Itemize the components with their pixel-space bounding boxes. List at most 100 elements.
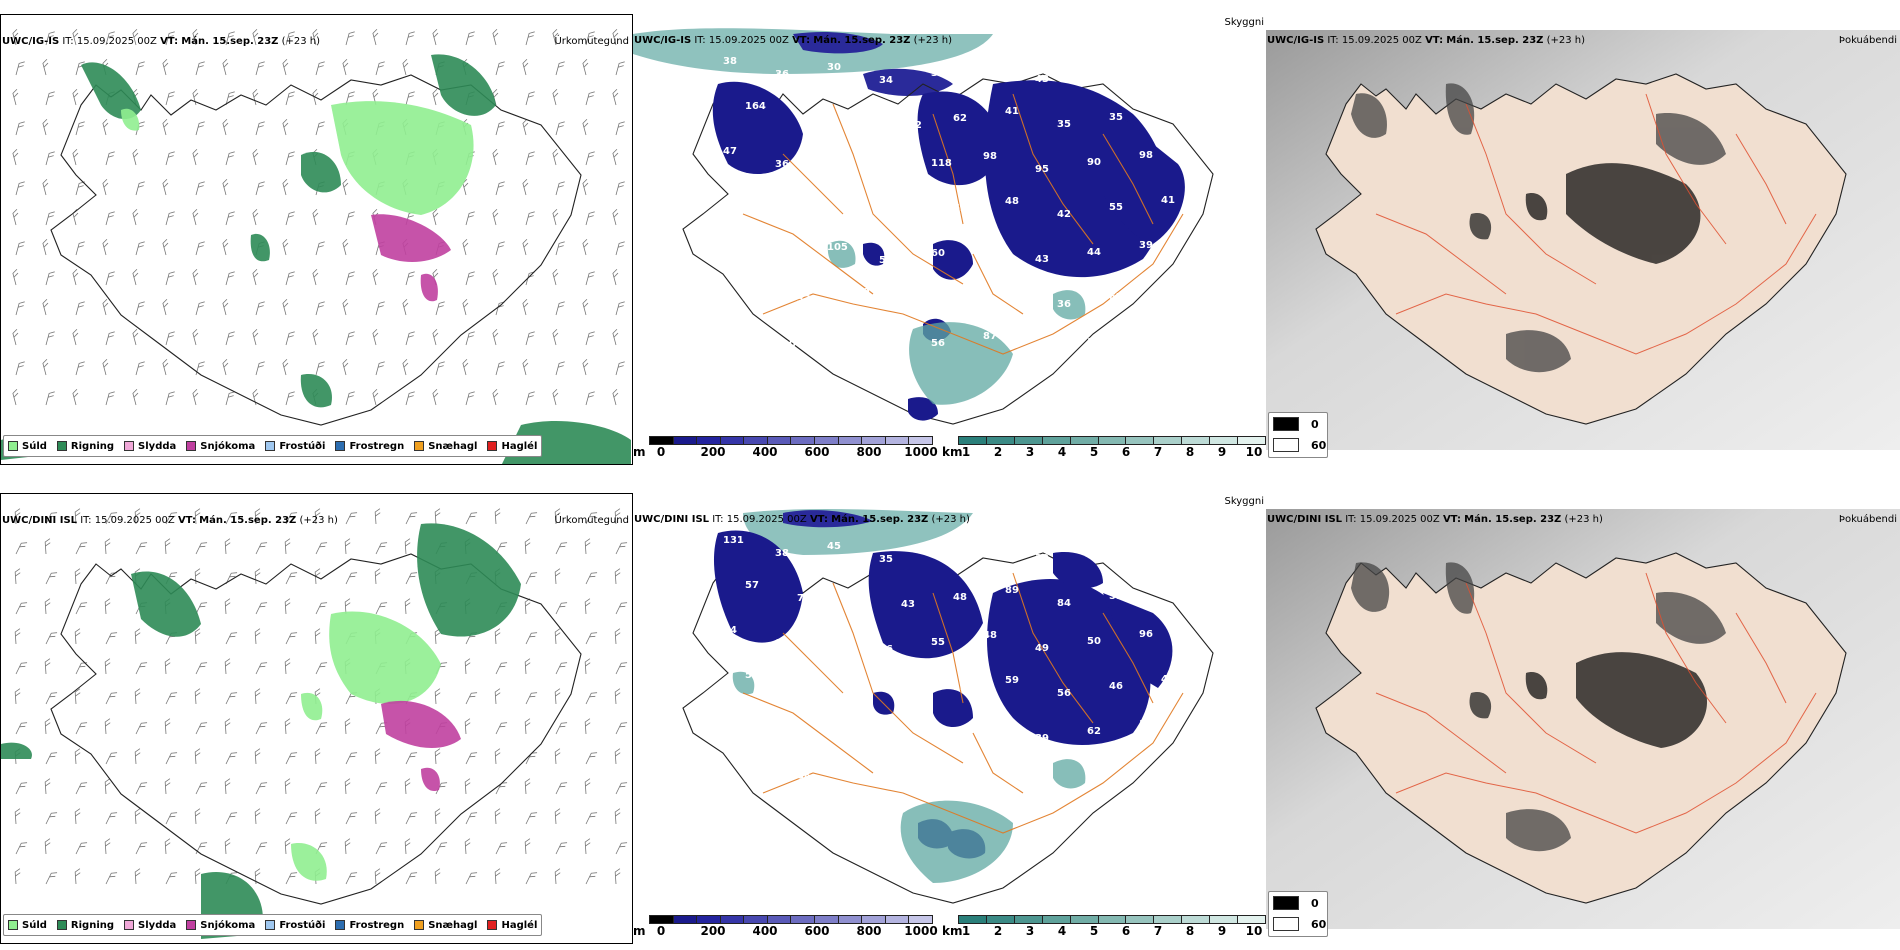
wind-barb: [555, 602, 568, 615]
fog-legend-top: 0 60: [1268, 412, 1328, 458]
cloud-base-label: 58: [745, 670, 759, 681]
header-top-precip: UWC/IG-IS IT: 15.09.2025 00Z VT: Mán. 15…: [2, 36, 321, 47]
wind-barb: [135, 241, 145, 256]
wind-barbs: [14, 508, 628, 885]
cloud-base-label: 55: [1109, 202, 1123, 213]
wind-barb: [15, 121, 25, 136]
wind-barb: [585, 512, 598, 525]
wind-barb: [164, 538, 171, 555]
wind-barb: [134, 868, 141, 885]
panel-title-fog: Þokuábendi: [1838, 514, 1897, 525]
colorbar-tick: 800: [856, 445, 882, 459]
wind-barb: [165, 271, 175, 286]
wind-barb: [194, 748, 201, 765]
wind-barb: [255, 361, 265, 376]
wind-barb: [405, 872, 418, 885]
wind-barb: [15, 782, 28, 795]
precip-area: [331, 101, 474, 215]
wind-barb: [432, 388, 439, 406]
wind-barb: [495, 542, 508, 555]
wind-barb: [225, 572, 238, 585]
wind-barb: [135, 662, 148, 675]
wind-barb: [14, 568, 21, 585]
colorbar-m-bottom: m 0 200 400 600 800 1000: [633, 915, 938, 941]
wind-barb: [284, 838, 291, 855]
wind-barb: [584, 658, 591, 675]
wind-barb: [495, 61, 505, 76]
wind-barb: [612, 328, 619, 346]
precip-panel-top: UWC/IG-IS IT: 15.09.2025 00Z VT: Mán. 15…: [0, 14, 633, 465]
cloud-base-label: 101: [901, 300, 922, 311]
cloud-base-label: 56: [1057, 688, 1071, 699]
wind-barb: [584, 538, 591, 555]
wind-barb: [284, 598, 291, 615]
wind-barb: [104, 658, 111, 675]
wind-barb: [465, 752, 478, 765]
wind-barb: [192, 388, 199, 406]
wind-barb: [404, 538, 411, 555]
wind-barb: [162, 238, 169, 256]
precip-legend-item: Slydda: [124, 441, 176, 452]
wind-barb: [585, 872, 598, 885]
precip-legend-swatch: [186, 441, 197, 451]
precip-area: [81, 62, 141, 120]
wind-barb: [74, 868, 81, 885]
wind-barb: [222, 178, 229, 196]
wind-barb: [615, 61, 625, 76]
wind-barb: [135, 301, 145, 316]
wind-barb: [495, 121, 505, 136]
wind-barb: [405, 572, 418, 585]
wind-barb: [75, 842, 88, 855]
wind-barb: [45, 91, 55, 106]
wind-barb: [135, 181, 145, 196]
wind-barb: [402, 298, 409, 316]
wind-barb: [614, 628, 621, 645]
wind-barb: [252, 208, 259, 226]
wind-barb: [584, 598, 591, 615]
cloud-base-label: 47: [723, 146, 737, 157]
wind-barb: [462, 358, 469, 376]
colorbar-tick: 400: [752, 924, 778, 938]
wind-barb: [585, 331, 595, 346]
cloud-base-label: 67: [1109, 292, 1123, 303]
wind-barb: [315, 241, 325, 256]
cloud-base-label: 122: [931, 727, 952, 738]
cloud-base-label: 34: [879, 75, 893, 86]
cloud-base-label: 56: [1087, 67, 1101, 78]
wind-barb: [374, 568, 381, 585]
precip-legend-swatch: [335, 920, 346, 930]
wind-barb: [255, 782, 268, 795]
cloud-base-label: 35: [879, 554, 893, 565]
precip-map-bottom: [1, 508, 628, 939]
wind-barb: [45, 271, 55, 286]
wind-barb: [285, 331, 295, 346]
wind-barb: [285, 632, 298, 645]
cloud-base-label: 168: [797, 114, 818, 125]
precip-legend-label: Rigning: [70, 440, 115, 452]
fog-legend-swatch: [1273, 896, 1299, 910]
panel-title-precip: Úrkomutegund: [554, 515, 629, 526]
wind-barb: [44, 658, 51, 675]
rain-areas: [1, 523, 521, 939]
wind-barb: [45, 872, 58, 885]
cloud-base-label: 39: [1035, 733, 1049, 744]
colorbar-tick: 3: [1025, 445, 1035, 459]
cloud-base-label: 54: [879, 255, 893, 266]
cloud-base-label: 41: [1161, 195, 1175, 206]
wind-barb: [405, 512, 418, 525]
precip-legend-swatch: [487, 920, 498, 930]
cloud-base-label: 50: [1087, 636, 1101, 647]
wind-barb: [164, 658, 171, 675]
wind-barb: [405, 331, 415, 346]
wind-barb: [405, 391, 415, 406]
wind-barb: [522, 178, 529, 196]
colorbar-tick: 400: [752, 445, 778, 459]
cloud-base-label: 36: [1057, 299, 1071, 310]
wind-barb: [524, 718, 531, 735]
wind-barb: [135, 722, 148, 735]
wind-barb: [135, 61, 145, 76]
colorbar-tick: 600: [804, 924, 830, 938]
wind-barb: [105, 812, 118, 825]
wind-barb: [285, 211, 295, 226]
wind-barb: [72, 88, 79, 106]
